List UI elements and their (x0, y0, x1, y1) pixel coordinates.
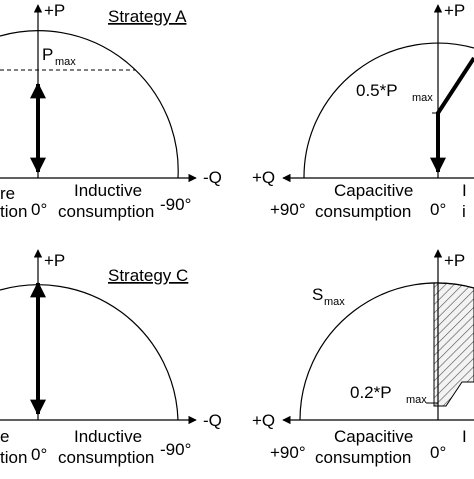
region-left-line2: tion (0, 202, 27, 221)
origin-label: 0° (31, 200, 47, 219)
end-angle-label: -90° (160, 195, 191, 214)
end-angle-label: -90° (160, 440, 191, 459)
capability-arc (299, 282, 474, 421)
panel-strategy-a: +P Strategy A P max -Q re tion 0° Induct… (0, 1, 222, 221)
capability-arc (0, 30, 179, 179)
region-right-line1: I (462, 181, 467, 200)
axis-q-label: +Q (252, 168, 275, 187)
region-left-line1: Capacitive (334, 427, 413, 446)
axis-q-label: -Q (203, 168, 222, 187)
half-pmax-subscript: max (412, 92, 433, 104)
origin-label: 0° (31, 445, 47, 464)
smax-subscript: max (324, 296, 345, 308)
region-right-line1: Inductive (74, 181, 142, 200)
pmax-subscript: max (55, 56, 76, 68)
region-right-line2: i (462, 202, 466, 221)
point2-label: 0.2*P (350, 383, 392, 402)
axis-p-label: +P (44, 251, 65, 270)
pmax-label: P (42, 45, 53, 64)
panel-title: Strategy C (108, 266, 188, 285)
capability-arc (303, 42, 474, 179)
panel-strategy-b: +P 0.5*P max +Q +90° Capacitive consumpt… (252, 1, 474, 221)
capability-arc (0, 284, 179, 421)
region-right-line1: Inductive (74, 427, 142, 446)
axis-q-label: -Q (203, 411, 222, 430)
region-left-line1: e (0, 427, 9, 446)
panel-title: Strategy A (108, 7, 187, 26)
axis-p-label: +P (44, 1, 65, 20)
panel-strategy-d: +P S max 0.2*P max +Q +90° Capacitive co… (252, 249, 474, 467)
region-right-line1: I (462, 427, 467, 446)
panel-strategy-c: +P Strategy C -Q e tion 0° Inductive con… (0, 249, 222, 467)
half-pmax-label: 0.5*P (356, 81, 398, 100)
axis-p-label: +P (444, 251, 465, 270)
region-right-line2: consumption (58, 448, 154, 467)
operating-region-hatched (433, 282, 474, 407)
axis-p-label: +P (444, 1, 465, 20)
region-left-line2: tion (0, 448, 27, 467)
start-angle-label: +90° (270, 200, 306, 219)
region-left-line1: Capacitive (334, 181, 413, 200)
region-left-line1: re (0, 184, 15, 203)
origin-label: 0° (430, 443, 446, 462)
setpoint-curve-ramp (436, 56, 474, 115)
start-angle-label: +90° (270, 443, 306, 462)
axis-q-label: +Q (252, 411, 275, 430)
region-left-line2: consumption (315, 202, 411, 221)
region-right-line2: consumption (58, 202, 154, 221)
region-left-line2: consumption (315, 448, 411, 467)
smax-label: S (312, 285, 323, 304)
point2-subscript: max (406, 394, 427, 406)
origin-label: 0° (430, 200, 446, 219)
